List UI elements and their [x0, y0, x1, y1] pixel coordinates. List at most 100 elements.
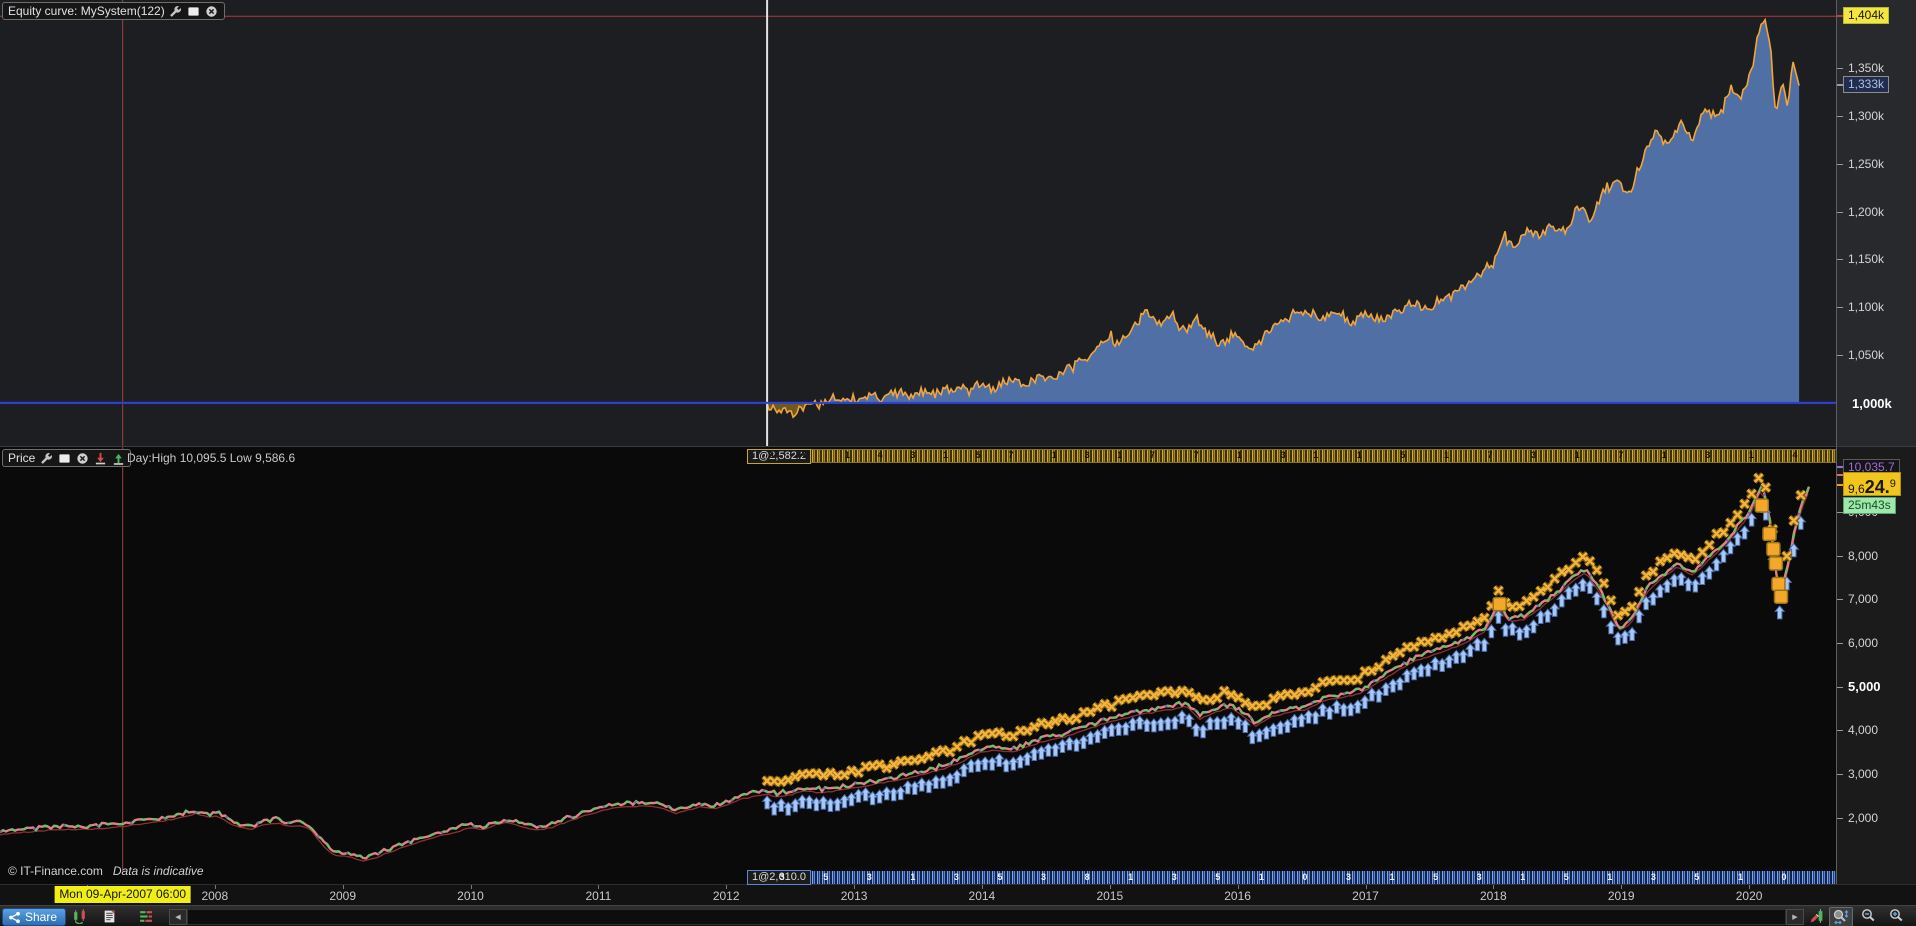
last-price-big-figure: 24. — [1864, 477, 1890, 497]
time-axis-tick — [854, 885, 856, 889]
axis-tick — [1837, 211, 1843, 213]
close-icon[interactable] — [205, 4, 219, 18]
axis-tick — [1837, 686, 1843, 688]
time-axis-tick — [1365, 885, 1367, 889]
wrench-icon[interactable] — [39, 451, 53, 465]
axis-tick — [1837, 643, 1843, 644]
time-axis[interactable]: Mon 09-Apr-2007 06:00 2008 2009 2010 2011 20… — [0, 884, 1916, 906]
equity-panel: Equity curve: MySystem(122) — [0, 0, 1836, 447]
export-up-icon[interactable] — [111, 451, 125, 465]
equity-axis-label: 1,200k — [1848, 204, 1885, 219]
axis-tick — [1837, 599, 1843, 601]
equity-axis-label: 1,250k — [1848, 156, 1885, 171]
time-axis-tick — [1621, 885, 1623, 889]
order-count: 5 — [1400, 450, 1406, 460]
equity-panel-header: Equity curve: MySystem(122) — [2, 2, 225, 20]
axis-tick — [1837, 115, 1843, 117]
order-count: 1 — [1237, 450, 1243, 460]
order-count: 3 — [953, 872, 959, 882]
time-axis-year-label: 2014 — [968, 889, 996, 903]
price-chart-canvas[interactable] — [0, 447, 1836, 871]
scroll-right-icon[interactable]: ▶ — [1786, 909, 1804, 925]
equity-max-label: 1,404k — [1843, 7, 1890, 24]
order-count: 3 — [1280, 450, 1286, 460]
order-count: 3 — [1476, 872, 1482, 882]
window-icon[interactable] — [187, 4, 201, 18]
price-panel: Price Day:High 10,095.5 Low 9,586.6 1@2,… — [0, 447, 1836, 885]
time-axis-year-label: 2011 — [585, 889, 612, 903]
time-axis-year-label: 2009 — [329, 889, 357, 903]
edit-chart-icon[interactable] — [1805, 907, 1827, 925]
equity-axis[interactable]: 1,404k 1,333k 1,000k 1,350k 1,300k 1,250k 1… — [1836, 0, 1916, 447]
order-count: 0 — [1781, 872, 1787, 882]
close-icon[interactable] — [75, 451, 89, 465]
time-axis-tick — [1237, 885, 1239, 889]
order-count: 3 — [1531, 450, 1537, 460]
report-icon[interactable] — [98, 907, 120, 925]
order-count: 1 — [1520, 872, 1526, 882]
price-axis[interactable]: 10,035.7 9,624.9 25m43s 9,0008,0007,0006… — [1836, 447, 1916, 884]
buy-markers — [761, 497, 1807, 816]
wrench-icon[interactable] — [169, 4, 183, 18]
time-axis-year-label: 2015 — [1096, 889, 1124, 903]
price-axis-label: 3,000 — [1848, 766, 1879, 781]
import-down-icon[interactable] — [93, 451, 107, 465]
equity-chart-canvas[interactable] — [0, 0, 1836, 446]
time-axis-year-label: 2008 — [201, 889, 229, 903]
order-squares — [1492, 498, 1789, 612]
chart-scrollbar[interactable] — [187, 909, 1786, 925]
order-count: 3 — [910, 450, 916, 460]
equity-axis-label: 1,150k — [1848, 252, 1885, 267]
day-high-low-info: Day:High 10,095.5 Low 9,586.6 — [127, 451, 296, 465]
equity-axis-label: 1,350k — [1848, 61, 1885, 75]
sell-position-label: 1@2,582.2 — [747, 449, 811, 464]
share-button[interactable]: Share — [2, 908, 67, 926]
order-count: 1 — [1748, 450, 1754, 460]
cursor-date-label: Mon 09-Apr-2007 06:00 — [54, 886, 192, 903]
axis-tick — [1837, 259, 1843, 261]
order-count: 5 — [975, 450, 981, 460]
time-axis-tick — [1109, 885, 1111, 889]
copyright-note: © IT-Finance.com Data is indicative — [8, 864, 204, 878]
axis-tick — [1837, 307, 1843, 309]
order-count: 1 — [1607, 872, 1613, 882]
orderbook-icon[interactable] — [134, 907, 156, 925]
window-icon[interactable] — [57, 451, 71, 465]
max-tick-dash — [1837, 15, 1843, 17]
zoom-drag-icon[interactable] — [1829, 907, 1853, 926]
order-count: 3 — [768, 450, 774, 460]
order-count: 3 — [866, 872, 872, 882]
linked-charts-icon[interactable] — [68, 907, 90, 925]
axis-tick — [1837, 512, 1843, 513]
order-count: 0 — [1302, 872, 1308, 882]
time-axis-tick — [1749, 885, 1751, 889]
time-axis-year-label: 2016 — [1224, 889, 1251, 903]
order-count: 1 — [1313, 450, 1319, 460]
indicative-note: Data is indicative — [112, 864, 204, 878]
time-axis-year-label: 2013 — [840, 889, 868, 903]
time-axis-tick — [981, 885, 983, 889]
order-count: 4 — [877, 450, 883, 460]
order-count: 1 — [1258, 872, 1264, 882]
zoom-in-icon[interactable] — [1886, 907, 1908, 925]
copyright-text: © IT-Finance.com — [8, 864, 103, 878]
order-count: 1 — [1574, 450, 1580, 460]
time-axis-tick — [1493, 885, 1495, 889]
bottom-toolbar: Share ◀ ▶ — [0, 905, 1916, 926]
equity-current-label: 1,333k — [1843, 76, 1890, 93]
last-price-prefix: 9,6 — [1848, 482, 1865, 496]
order-count: 5 — [1433, 872, 1439, 882]
zoom-out-icon[interactable] — [1858, 907, 1880, 925]
price-axis-label: 8,000 — [1848, 548, 1879, 563]
equity-baseline-label: 1,000k — [1852, 396, 1892, 411]
order-count: 7 — [1618, 450, 1624, 460]
axis-tick — [1837, 773, 1843, 775]
time-axis-tick — [342, 885, 344, 889]
scroll-left-icon[interactable]: ◀ — [169, 909, 187, 925]
last-price-decimal: 9 — [1889, 478, 1896, 490]
order-count: 1 — [1128, 872, 1134, 882]
last-tick-dash — [1837, 484, 1843, 486]
pink-tick-dash — [1837, 474, 1843, 476]
